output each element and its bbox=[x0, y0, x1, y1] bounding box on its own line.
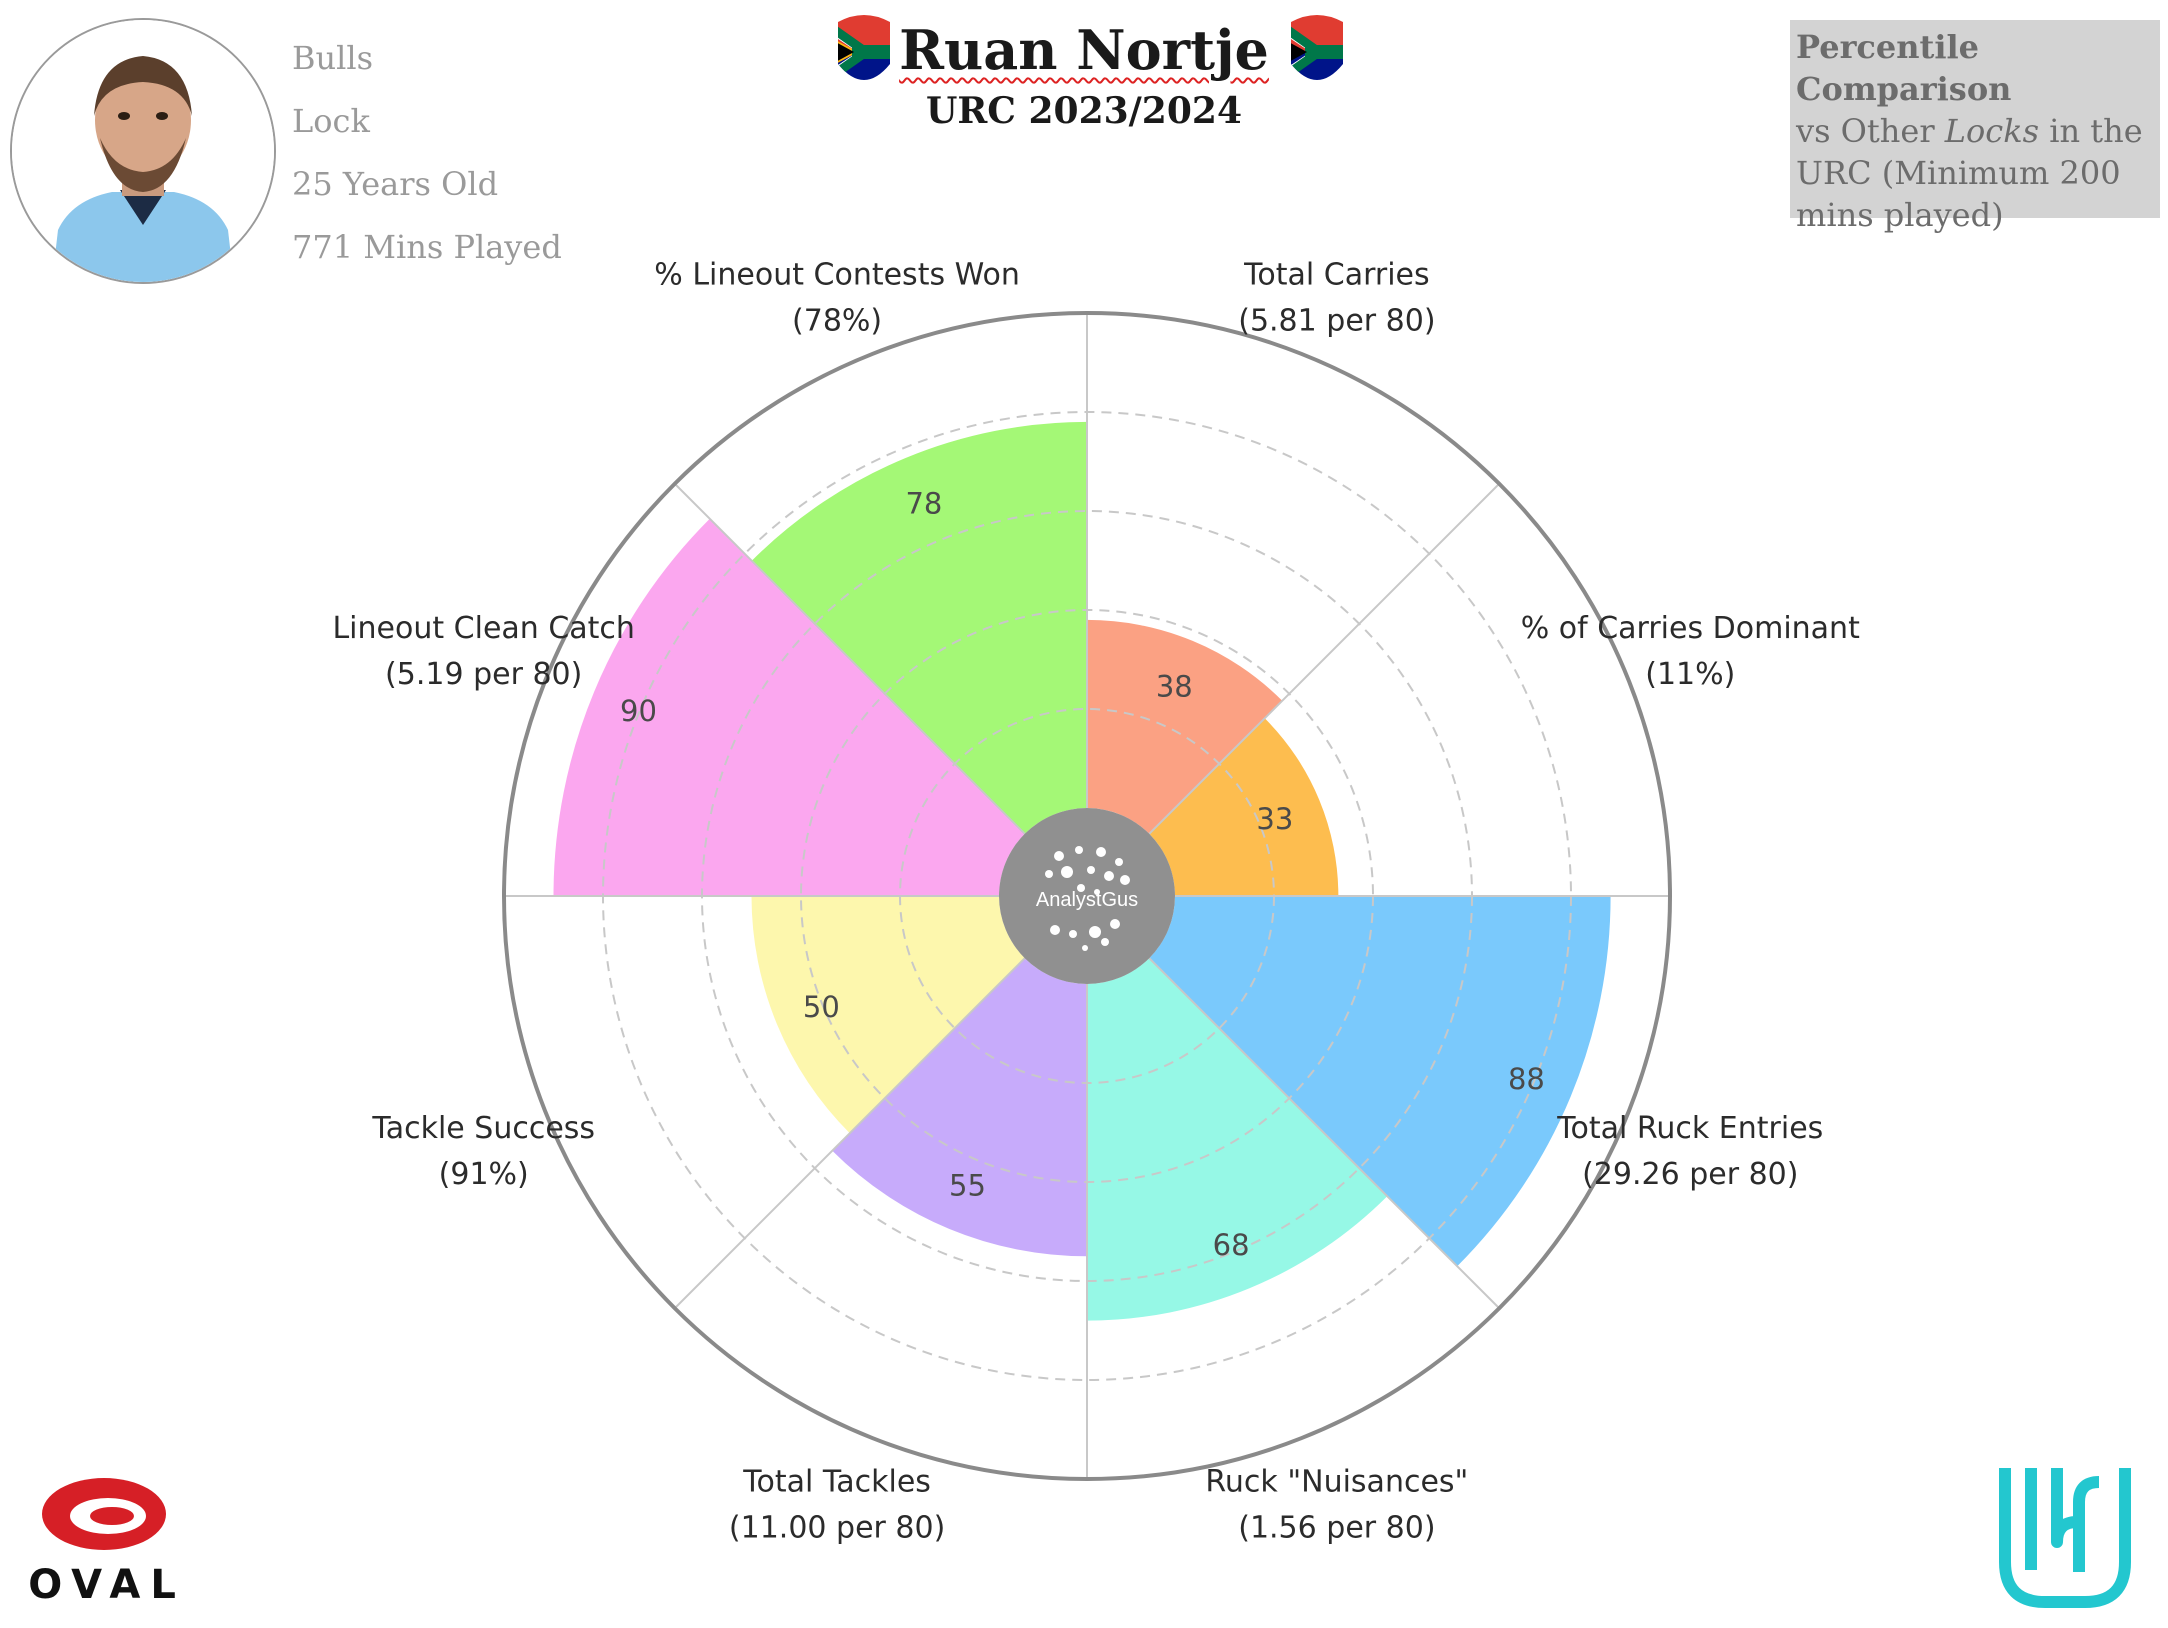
outer-ring bbox=[502, 311, 1672, 1481]
title-block: Ruan Nortje URC 2023/2024 bbox=[0, 14, 2168, 136]
bar-6 bbox=[553, 518, 1025, 896]
category-value-1: (11%) bbox=[1645, 657, 1735, 692]
hub-dot-7 bbox=[1087, 866, 1095, 874]
category-label-4: Total Tackles bbox=[742, 1464, 931, 1499]
center-logo-text: AnalystGus bbox=[1036, 889, 1138, 911]
bar-4 bbox=[832, 958, 1087, 1257]
spoke-3 bbox=[1148, 957, 1500, 1309]
category-label-2: Total Ruck Entries bbox=[1556, 1111, 1823, 1146]
hub-dot-4 bbox=[1045, 870, 1053, 878]
value-label-7: 78 bbox=[905, 486, 942, 520]
hub-dot-3 bbox=[1115, 858, 1123, 866]
value-label-1: 33 bbox=[1256, 802, 1293, 836]
oval-logo-icon: OVAL bbox=[28, 1478, 186, 1608]
spoke-1 bbox=[1148, 483, 1500, 835]
hub-dot-5 bbox=[1120, 875, 1130, 885]
hub-dot-0 bbox=[1054, 851, 1064, 861]
bar-7 bbox=[751, 421, 1087, 834]
oval-logo-text: OVAL bbox=[28, 1562, 186, 1608]
player-team: Bulls bbox=[292, 39, 374, 77]
category-value-3: (1.56 per 80) bbox=[1238, 1510, 1435, 1545]
player-minutes: 771 Mins Played bbox=[292, 228, 562, 266]
player-avatar bbox=[10, 18, 276, 284]
player-photo-icon bbox=[12, 20, 274, 282]
hub-dot-10 bbox=[1094, 889, 1100, 895]
hub-dot-16 bbox=[1082, 945, 1088, 951]
category-label-0: Total Carries bbox=[1243, 258, 1430, 293]
category-label-1: % of Carries Dominant bbox=[1521, 611, 1860, 646]
comparison-note: Percentile Comparison vs Other Locks in … bbox=[1790, 20, 2160, 234]
hub-dot-14 bbox=[1110, 919, 1120, 929]
hub-dot-1 bbox=[1075, 846, 1083, 854]
note-heading: Percentile Comparison bbox=[1796, 28, 2012, 108]
page-title: Ruan Nortje bbox=[0, 14, 2168, 86]
bar-0 bbox=[1087, 619, 1283, 834]
player-info: Bulls Lock 25 Years Old 771 Mins Played bbox=[292, 38, 562, 290]
category-label-3: Ruck "Nuisances" bbox=[1205, 1464, 1468, 1499]
category-label-5: Tackle Success bbox=[371, 1111, 595, 1146]
category-value-2: (29.26 per 80) bbox=[1582, 1157, 1798, 1192]
value-label-4: 55 bbox=[949, 1168, 986, 1202]
spoke-5 bbox=[674, 957, 1026, 1309]
value-label-0: 38 bbox=[1156, 669, 1193, 703]
bar-5 bbox=[751, 896, 1025, 1134]
south-africa-flag-icon bbox=[1291, 15, 1343, 80]
player-name: Ruan Nortje bbox=[899, 18, 1269, 82]
value-label-2: 88 bbox=[1508, 1062, 1545, 1096]
hub-dot-9 bbox=[1077, 884, 1085, 892]
value-label-6: 90 bbox=[620, 694, 657, 728]
hub-dot-12 bbox=[1069, 930, 1077, 938]
hub-dot-15 bbox=[1101, 938, 1109, 946]
hub-dot-6 bbox=[1061, 866, 1073, 878]
note-text-a: vs Other bbox=[1796, 112, 1945, 150]
value-label-3: 68 bbox=[1213, 1228, 1250, 1262]
urc-logo-icon bbox=[1999, 1468, 2131, 1608]
category-value-5: (91%) bbox=[439, 1157, 529, 1192]
spoke-7 bbox=[674, 483, 1026, 835]
page-subtitle: URC 2023/2024 bbox=[925, 90, 1243, 132]
hub-dot-8 bbox=[1104, 871, 1114, 881]
category-value-7: (78%) bbox=[792, 304, 882, 339]
bar-1 bbox=[1149, 718, 1339, 896]
category-label-7: % Lineout Contests Won bbox=[654, 258, 1020, 293]
category-value-6: (5.19 per 80) bbox=[385, 657, 582, 692]
note-text-em: Locks bbox=[1944, 112, 2040, 150]
bar-2 bbox=[1149, 896, 1611, 1267]
hub-dot-11 bbox=[1050, 925, 1060, 935]
south-africa-flag-icon bbox=[838, 15, 890, 80]
player-position: Lock bbox=[292, 102, 370, 140]
player-age: 25 Years Old bbox=[292, 165, 499, 203]
center-hub bbox=[999, 808, 1175, 984]
value-label-5: 50 bbox=[803, 990, 840, 1024]
note-text-b: in the URC (Minimum 200 mins played) bbox=[1796, 112, 2143, 234]
category-value-4: (11.00 per 80) bbox=[729, 1510, 945, 1545]
category-label-6: Lineout Clean Catch bbox=[332, 611, 634, 646]
category-value-0: (5.81 per 80) bbox=[1238, 304, 1435, 339]
hub-dot-2 bbox=[1096, 847, 1106, 857]
hub-dot-13 bbox=[1089, 926, 1101, 938]
